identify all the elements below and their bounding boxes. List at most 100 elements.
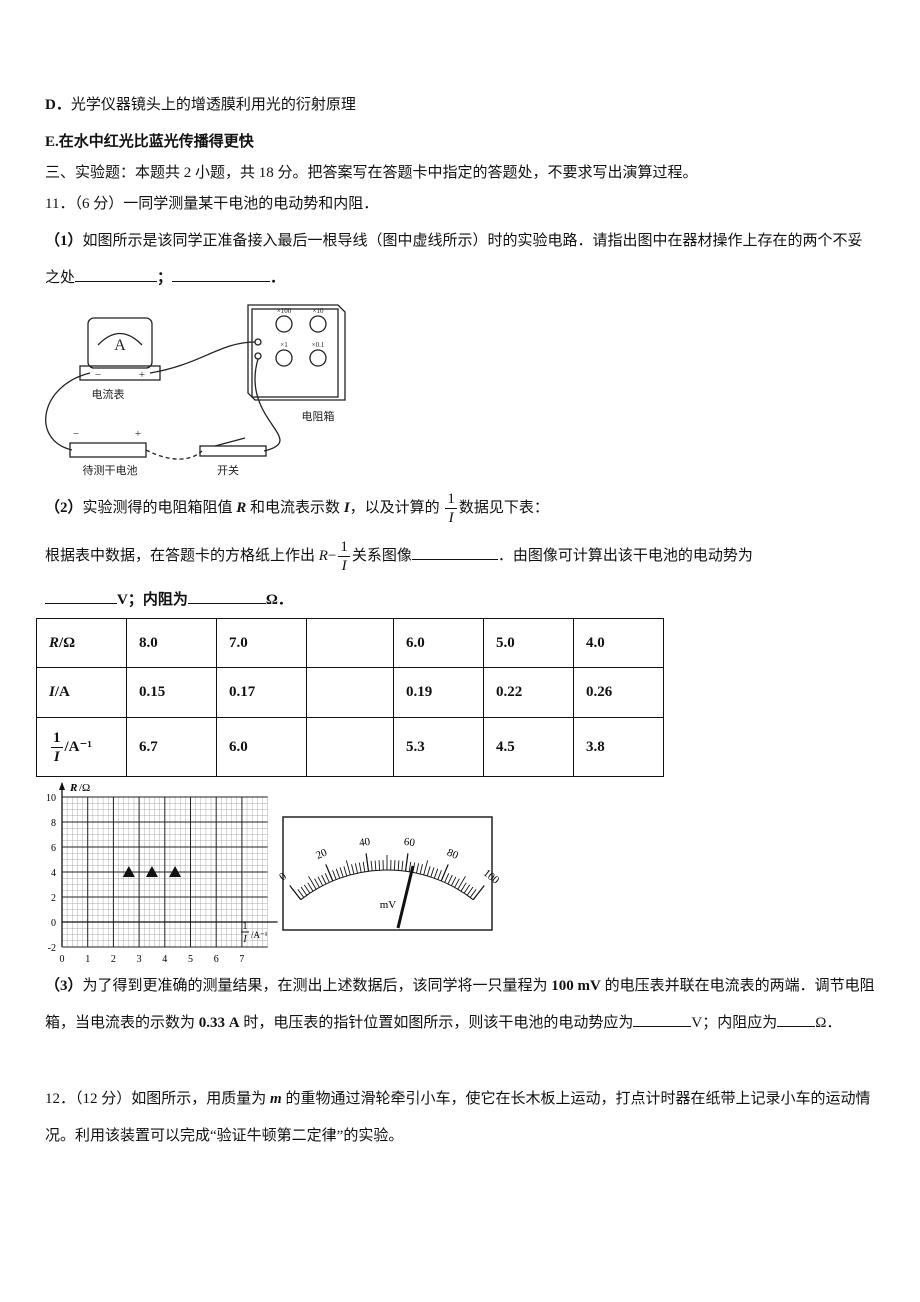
graph: 0 1 2 3 4 5 6 7 -2 0 2 4 6 8 10 R/Ω 1 I/A⁻¹ xyxy=(46,782,278,965)
x-tick-label: 4 xyxy=(162,954,167,965)
scale-label: 100 xyxy=(481,867,502,887)
cell xyxy=(306,618,394,668)
minus: − xyxy=(327,548,337,564)
data-table: R/Ω 8.0 7.0 6.0 5.0 4.0 I/A 0.15 0.17 0.19 0.22 0.… xyxy=(36,618,664,777)
terminal xyxy=(254,338,262,346)
cell: 5.0 xyxy=(483,618,574,668)
answer-blank xyxy=(777,1010,816,1027)
text: Ω． xyxy=(815,1015,842,1031)
wire xyxy=(45,372,91,451)
cell xyxy=(306,717,394,777)
cell xyxy=(306,667,394,718)
unit-label: mV xyxy=(380,899,397,911)
y-axis-symbol: R xyxy=(69,782,77,794)
part-text: 如图所示是该同学正准备接入最后一根导线（图中虚线所示）时的实验电路．请指出图中在… xyxy=(45,233,863,286)
ammeter-label: 电流表 xyxy=(92,387,125,401)
row: R/Ω 8.0 7.0 6.0 5.0 4.0 xyxy=(36,618,664,668)
scale-label: 40 xyxy=(358,836,371,849)
scale-tick xyxy=(324,873,330,883)
row: I/A 0.15 0.17 0.19 0.22 0.26 xyxy=(36,667,664,718)
y-tick-label: 0 xyxy=(51,918,56,929)
cell: 7.0 xyxy=(216,618,307,668)
scale-tick xyxy=(308,876,317,890)
scale-tick xyxy=(447,874,453,885)
scale-tick xyxy=(450,876,457,886)
y-tick-label: 10 xyxy=(46,793,56,804)
cell: 6.0 xyxy=(393,618,484,668)
option-d: D．光学仪器镜头上的增透膜利用光的衍射原理 xyxy=(45,87,875,124)
denominator: I xyxy=(53,748,60,765)
answer-blank xyxy=(633,1010,692,1027)
cell: 4.5 xyxy=(483,717,574,777)
text: 的重物通过滑轮牵引小车，使它在长木板上运动，打点计时器在纸带上记录小车的运动情况… xyxy=(45,1091,871,1144)
row-header: R/Ω xyxy=(36,618,127,668)
x-tick-label: 6 xyxy=(214,954,219,965)
scale-tick xyxy=(460,882,467,892)
y-tick-label: -2 xyxy=(48,943,56,954)
dial-label: ×10 xyxy=(313,307,324,315)
denominator: I xyxy=(341,558,347,575)
scale-label: 60 xyxy=(403,836,416,849)
numerator: 1 xyxy=(338,539,350,558)
separator: ； xyxy=(157,270,173,286)
cell: 4.0 xyxy=(573,618,664,668)
part-2-line: V；内阻为 Ω． xyxy=(45,582,875,619)
denominator: I xyxy=(448,510,454,527)
part-3: （3）为了得到更准确的测量结果，在测出上述数据后，该同学将一只量程为 100 m… xyxy=(45,968,875,1042)
emphasis: 0.33 A xyxy=(198,1015,240,1031)
scale-tick xyxy=(317,876,324,886)
dial-label: ×1 xyxy=(280,341,288,349)
ammeter-body xyxy=(87,317,153,369)
scale-tick xyxy=(345,860,351,876)
circuit xyxy=(45,304,346,460)
text: 时，电压表的指针位置如图所示，则该干电池的电动势应为 xyxy=(239,1015,634,1031)
numerator: 1 xyxy=(51,729,63,748)
dial-label: ×100 xyxy=(277,307,292,315)
scale-tick xyxy=(416,863,420,874)
text: 根据表中数据，在答题卡的方格纸上作出 xyxy=(45,548,319,564)
text: 的电压表并联在电流表的两端．调节电阻箱，当电流表的示数为 xyxy=(45,978,875,1031)
major-tick xyxy=(365,853,370,872)
y-tick-label: 4 xyxy=(51,868,56,879)
part-2-line: 根据表中数据，在答题卡的方格纸上作出 R− 1 I 关系图像 ．由图像可计算出该干电池的… xyxy=(45,538,875,575)
symbol: R xyxy=(49,634,60,651)
scale-tick xyxy=(362,861,366,872)
x-axis-numerator: 1 xyxy=(243,921,248,932)
ammeter-base xyxy=(79,365,161,381)
switch-label: 开关 xyxy=(217,463,239,477)
data-point xyxy=(122,866,135,877)
text: 12．（12 分）如图所示，用质量为 xyxy=(45,1091,271,1107)
part-label: （3） xyxy=(45,978,83,994)
resistance-box xyxy=(247,304,346,401)
y-tick-label: 8 xyxy=(51,818,56,829)
scale-tick xyxy=(300,886,308,896)
symbol: m xyxy=(270,1091,282,1107)
switch-lever xyxy=(214,437,246,447)
scale-tick xyxy=(397,860,400,871)
symbol: I xyxy=(343,500,350,516)
unit: /A⁻¹ xyxy=(64,738,92,755)
scale-tick xyxy=(401,860,404,871)
data-point xyxy=(145,866,158,877)
x-tick-label: 2 xyxy=(111,954,116,965)
question-12: 12．（12 分）如图所示，用质量为 m 的重物通过滑轮牵引小车，使它在长木板上… xyxy=(45,1081,875,1155)
circuit-labels: A − + 电流表 电阻箱 ×100 ×10 ×1 ×0.1 − + 待测干电池… xyxy=(73,307,335,477)
scale-tick xyxy=(378,860,381,871)
question-stem: 11．（6 分）一同学测量某干电池的电动势和内阻． xyxy=(45,196,379,212)
major-tick xyxy=(440,864,449,882)
cell: 0.19 xyxy=(393,667,484,718)
text: ，以及计算的 xyxy=(349,500,444,516)
answer-blank xyxy=(172,265,271,282)
cell: 0.17 xyxy=(216,667,307,718)
text: Ω． xyxy=(265,592,293,608)
numerator: 1 xyxy=(445,491,457,510)
option-label: D． xyxy=(45,97,71,113)
box-label: 电阻箱 xyxy=(302,409,335,423)
scale-tick xyxy=(354,863,358,874)
row: 1 I/A⁻¹ 6.7 6.0 5.3 4.5 3.8 xyxy=(36,717,664,777)
text: V；内阻为 xyxy=(117,592,188,608)
ammeter-symbol: A xyxy=(114,337,126,354)
